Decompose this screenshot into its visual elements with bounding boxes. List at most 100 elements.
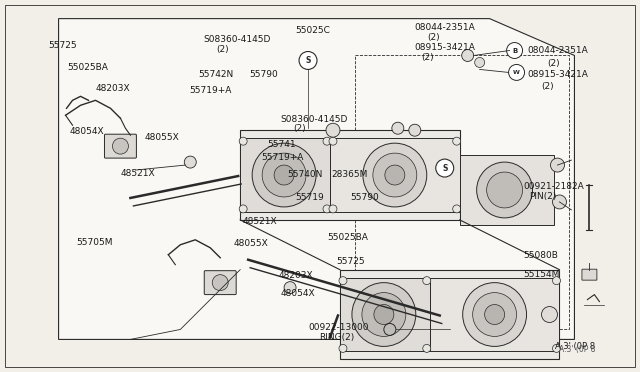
Text: 00921-2182A: 00921-2182A (523, 182, 584, 191)
Polygon shape (430, 278, 559, 352)
Text: 48054X: 48054X (70, 126, 104, 136)
Text: (2): (2) (293, 124, 306, 133)
Circle shape (326, 123, 340, 137)
Text: (2): (2) (547, 59, 560, 68)
Circle shape (486, 172, 522, 208)
Circle shape (252, 143, 316, 207)
Text: A.3' (0P 8: A.3' (0P 8 (555, 341, 595, 350)
Circle shape (363, 143, 427, 207)
FancyBboxPatch shape (582, 269, 597, 280)
Circle shape (299, 51, 317, 70)
Circle shape (436, 159, 454, 177)
Text: 00922-13000: 00922-13000 (308, 323, 369, 332)
Circle shape (362, 293, 406, 336)
Text: 55725: 55725 (336, 257, 365, 266)
Circle shape (484, 305, 504, 324)
Polygon shape (340, 278, 430, 352)
Circle shape (239, 137, 247, 145)
Circle shape (552, 195, 566, 209)
Circle shape (329, 137, 337, 145)
Polygon shape (340, 270, 559, 359)
Text: 55719+A: 55719+A (261, 153, 303, 162)
Text: 55740N: 55740N (287, 170, 322, 179)
Circle shape (284, 282, 296, 294)
Text: 55741: 55741 (268, 140, 296, 149)
Polygon shape (240, 130, 460, 220)
Text: 55705M: 55705M (76, 238, 113, 247)
Circle shape (339, 277, 347, 285)
Circle shape (475, 58, 484, 67)
Circle shape (552, 344, 561, 352)
Text: W: W (513, 70, 520, 75)
Text: B: B (512, 48, 517, 54)
Text: PIN(2): PIN(2) (529, 192, 557, 201)
Text: RING(2): RING(2) (319, 333, 354, 342)
Circle shape (477, 162, 532, 218)
Circle shape (550, 158, 564, 172)
Circle shape (274, 165, 294, 185)
Circle shape (239, 205, 247, 213)
Text: 08044-2351A: 08044-2351A (527, 46, 588, 55)
Circle shape (323, 205, 331, 213)
Text: S: S (442, 164, 447, 173)
Circle shape (509, 64, 525, 80)
Text: S08360-4145D: S08360-4145D (280, 115, 348, 124)
Text: 55025C: 55025C (296, 26, 331, 35)
Text: 48054X: 48054X (280, 289, 315, 298)
Circle shape (507, 42, 522, 58)
Text: 55080B: 55080B (523, 251, 558, 260)
Text: (2): (2) (428, 33, 440, 42)
Text: 48203X: 48203X (278, 271, 313, 280)
Circle shape (461, 49, 474, 61)
Text: 55154M: 55154M (523, 270, 559, 279)
Circle shape (463, 283, 527, 346)
Text: 55790: 55790 (250, 70, 278, 79)
Text: 55742N: 55742N (198, 70, 234, 79)
Text: 08915-3421A: 08915-3421A (527, 70, 588, 79)
FancyBboxPatch shape (104, 134, 136, 158)
FancyBboxPatch shape (204, 271, 236, 295)
Text: 55725: 55725 (49, 41, 77, 50)
Text: 55025BA: 55025BA (68, 63, 109, 72)
Text: 48055X: 48055X (234, 239, 269, 248)
Polygon shape (330, 138, 460, 212)
Circle shape (374, 305, 394, 324)
Text: 48055X: 48055X (145, 132, 179, 142)
Text: 55719: 55719 (296, 193, 324, 202)
Text: 55025BA: 55025BA (328, 233, 369, 243)
Circle shape (212, 275, 228, 291)
Text: 55790: 55790 (351, 193, 380, 202)
Text: (2): (2) (421, 52, 433, 61)
Text: S08360-4145D: S08360-4145D (204, 35, 271, 44)
Circle shape (339, 344, 347, 352)
Text: 48521X: 48521X (242, 217, 276, 226)
Circle shape (473, 293, 516, 336)
Circle shape (329, 205, 337, 213)
Circle shape (385, 165, 405, 185)
Circle shape (392, 122, 404, 134)
Text: (2): (2) (216, 45, 229, 54)
Circle shape (352, 283, 416, 346)
Circle shape (423, 277, 431, 285)
Circle shape (113, 138, 129, 154)
Text: (2): (2) (541, 82, 554, 91)
Text: A.3' (0P 8: A.3' (0P 8 (559, 345, 595, 354)
Circle shape (262, 153, 306, 197)
Polygon shape (460, 155, 554, 225)
Circle shape (552, 277, 561, 285)
Text: 55719+A: 55719+A (189, 86, 232, 95)
Polygon shape (240, 138, 330, 212)
Circle shape (409, 124, 420, 136)
Circle shape (184, 156, 196, 168)
Text: S: S (305, 56, 310, 65)
Text: 08915-3421A: 08915-3421A (415, 42, 476, 51)
Circle shape (452, 205, 461, 213)
Circle shape (373, 153, 417, 197)
Circle shape (323, 137, 331, 145)
Text: 08044-2351A: 08044-2351A (415, 23, 476, 32)
Circle shape (452, 137, 461, 145)
Text: 48203X: 48203X (95, 84, 130, 93)
Circle shape (541, 307, 557, 323)
Polygon shape (59, 19, 575, 339)
Text: 28365M: 28365M (332, 170, 368, 179)
